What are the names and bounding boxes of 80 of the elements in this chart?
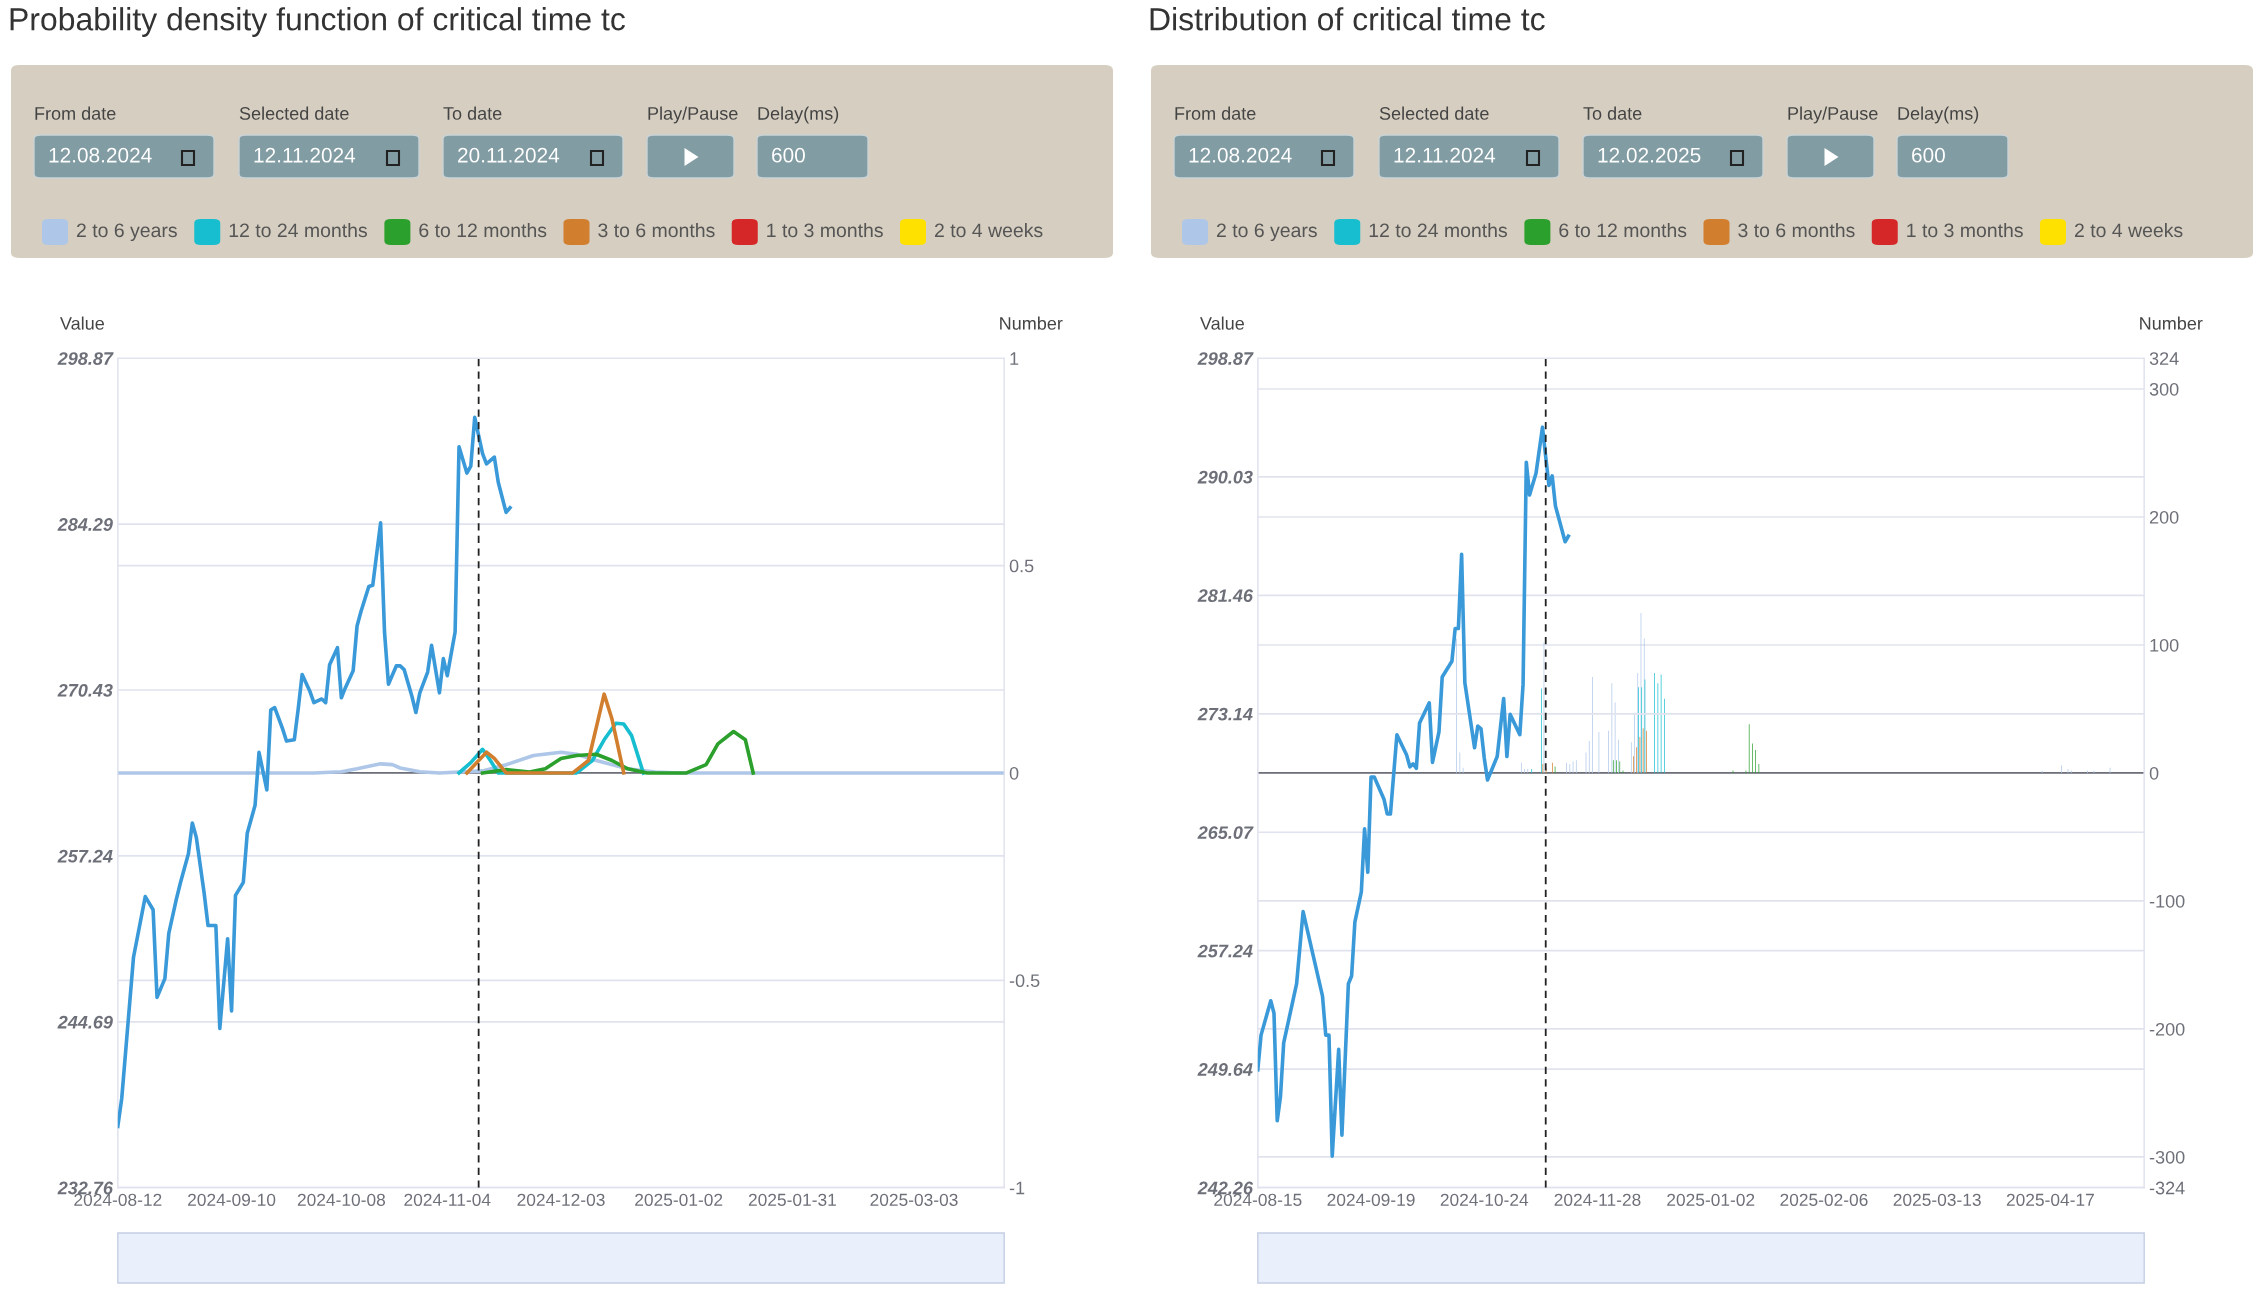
x-tick-label: 2024-11-28 — [1554, 1193, 1641, 1206]
text: Selected date — [239, 106, 349, 120]
x-tick-label: 2025-01-02 — [635, 1193, 723, 1206]
x-tick-label: 2025-03-13 — [1893, 1193, 1981, 1206]
x-tick-label: 2024-08-12 — [74, 1193, 162, 1206]
y2-tick-label: -100 — [2149, 894, 2185, 908]
y-tick-label: 273.14 — [1197, 707, 1253, 721]
x-tick-label: 2025-03-03 — [870, 1193, 958, 1206]
legend-label: 2 to 6 years — [1216, 223, 1317, 242]
y-tick-label: 244.69 — [57, 1015, 113, 1029]
x-tick-label: 2025-01-02 — [1667, 1193, 1755, 1206]
text: 12.02.2025 — [1598, 147, 1701, 163]
y-tick-label: 242.26 — [1197, 1181, 1254, 1195]
legend-label: 12 to 24 months — [1369, 222, 1507, 238]
y2-tick-label: 0 — [2149, 766, 2159, 780]
x-tick-label: 2024-10-08 — [297, 1193, 386, 1206]
y2-tick-label: -300 — [2149, 1150, 2185, 1164]
x-tick-label: 2024-09-10 — [188, 1193, 276, 1206]
x-tick-label: 2025-01-31 — [748, 1193, 836, 1206]
y2-tick-label: 1 — [1010, 352, 1019, 365]
text: 600 — [772, 147, 805, 163]
y-tick-label: 257.24 — [57, 849, 113, 863]
x-tick-label: 2024-12-03 — [517, 1193, 605, 1206]
text: Play/Pause — [648, 106, 738, 124]
y2-tick-label: 200 — [2149, 510, 2179, 524]
text: From date — [35, 106, 116, 120]
legend-label: 2 to 4 weeks — [934, 222, 1043, 238]
legend-label: 2 to 4 weeks — [2074, 222, 2183, 238]
y-tick-label: 257.24 — [1197, 944, 1253, 958]
x-tick-label: 2025-04-17 — [2006, 1193, 2094, 1206]
text: Delay(ms) — [1898, 106, 1979, 124]
legend-label: 12 to 24 months — [229, 222, 367, 238]
x-tick-label: 2024-09-19 — [1327, 1193, 1415, 1206]
y2-tick-label: -200 — [2149, 1022, 2185, 1036]
text: 12.08.2024 — [1189, 147, 1292, 163]
y-tick-label: 232.76 — [57, 1181, 114, 1195]
text: To date — [1583, 106, 1642, 120]
y-tick-label: 284.29 — [57, 518, 113, 531]
legend-label: 3 to 6 months — [598, 222, 715, 238]
text: 12.11.2024 — [1394, 147, 1496, 163]
chart-title: Probability density function of critical time tc — [10, 7, 625, 37]
text: From date — [1175, 106, 1256, 120]
text: 600 — [1912, 147, 1945, 163]
legend-label: 6 to 12 months — [1559, 222, 1687, 238]
text: 20.11.2024 — [458, 147, 560, 163]
y2-tick-label: -0.5 — [1009, 974, 1040, 988]
legend-label: 1 to 3 months — [767, 222, 883, 238]
text: 12.11.2024 — [254, 147, 356, 163]
y-axis-title: Value — [60, 316, 104, 330]
y2-axis-title: Number — [1000, 316, 1063, 330]
legend-label: 3 to 6 months — [1738, 222, 1855, 238]
y-tick-label: 298.87 — [1197, 352, 1254, 365]
chart-title: Distribution of critical time tc — [1150, 7, 1545, 31]
y2-tick-label: 100 — [2150, 638, 2179, 652]
y2-tick-label: -1 — [1009, 1181, 1025, 1195]
y2-tick-label: 324 — [2149, 352, 2179, 365]
y-tick-label: 265.07 — [1197, 826, 1254, 839]
y2-tick-label: 300 — [2149, 382, 2179, 396]
y2-tick-label: 0 — [1009, 766, 1019, 780]
y-tick-label: 270.43 — [57, 683, 113, 697]
y2-tick-label: 0.5 — [1009, 559, 1034, 573]
text: To date — [443, 106, 502, 120]
text: Delay(ms) — [758, 106, 839, 124]
y2-axis-title: Number — [2140, 316, 2203, 330]
x-tick-label: 2025-02-06 — [1780, 1193, 1868, 1206]
y-tick-label: 290.03 — [1197, 470, 1253, 484]
y-tick-label: 249.64 — [1197, 1063, 1253, 1076]
x-tick-label: 2024-10-24 — [1440, 1193, 1529, 1206]
y-tick-label: 298.87 — [57, 352, 114, 365]
legend-label: 6 to 12 months — [419, 222, 547, 238]
y2-tick-label: -324 — [2149, 1181, 2185, 1195]
y-tick-label: 281.46 — [1197, 589, 1254, 603]
text: Play/Pause — [1788, 106, 1878, 124]
text: 12.08.2024 — [49, 147, 152, 163]
text: Selected date — [1379, 106, 1489, 120]
legend-label: 1 to 3 months — [1907, 222, 2023, 238]
x-tick-label: 2024-11-04 — [404, 1193, 491, 1206]
y-axis-title: Value — [1200, 316, 1244, 330]
x-tick-label: 2024-08-15 — [1214, 1193, 1302, 1206]
legend-label: 2 to 6 years — [76, 223, 177, 242]
